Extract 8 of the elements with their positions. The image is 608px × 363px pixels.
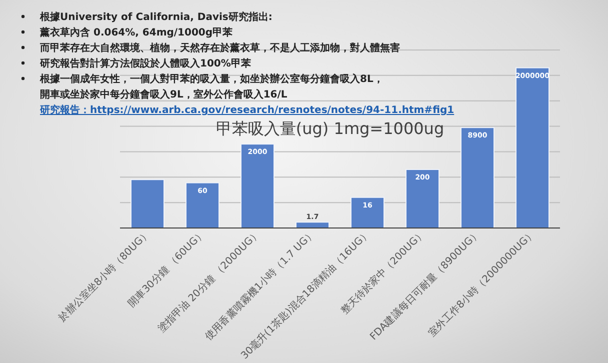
text: 薰衣草內含 0.064%, 64mg/1000g甲苯 xyxy=(39,26,234,38)
text: 甲苯吸入量(ug) 1mg=1000ug xyxy=(216,119,444,138)
annotation: 研究報告對計算方法假設於人體吸入100%甲苯 xyxy=(39,58,252,70)
annotation: 根據一個成年女性，一個人對甲苯的吸入量，如坐於辦公室每分鐘會吸入8L， xyxy=(39,73,384,85)
annotation: 開車或坐於家中每分鐘會吸入9L，室外公作會吸入16/L xyxy=(40,88,288,100)
annotation: 而甲苯存在大自然環境、植物，天然存在於薰衣草，不是人工添加物，對人體無害 xyxy=(39,42,400,54)
annotation: 研究報告：https://www.arb.ca.gov/research/resnotes/notes/94-11.htm#fig1 xyxy=(39,104,454,116)
text: 根據University of California, Davis研究指出: xyxy=(39,11,272,23)
